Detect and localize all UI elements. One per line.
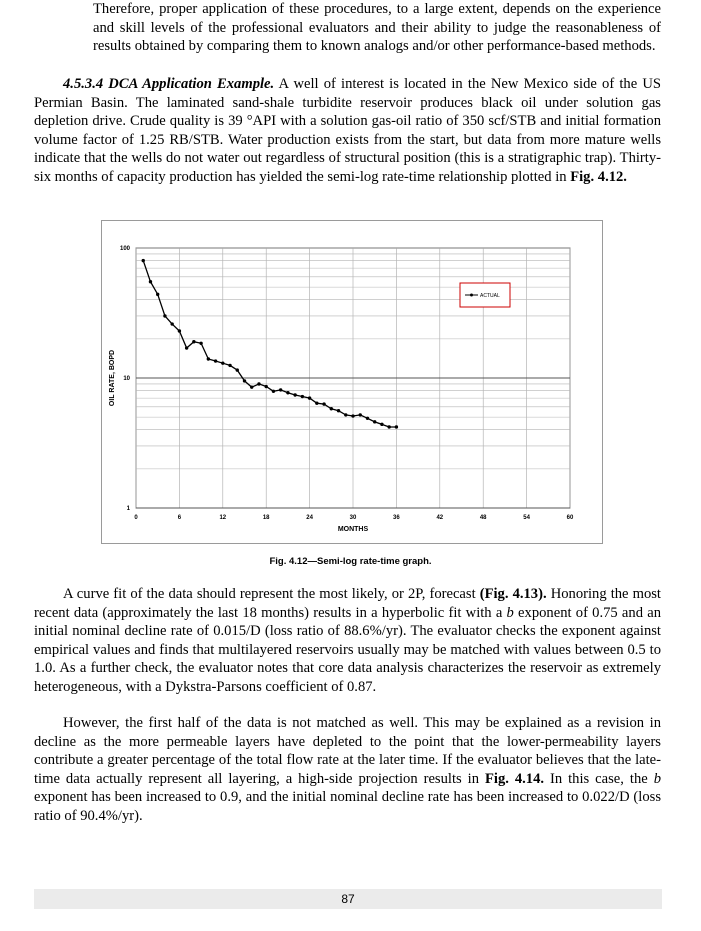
paragraph-text: Honoring the most recent data (approxima… [34, 586, 661, 621]
data-point [228, 363, 232, 368]
paragraph-high-side: However, the first half of the data is n… [34, 714, 661, 825]
paragraph-dca-example: 4.5.3.4 DCA Application Example. A well … [34, 75, 661, 186]
data-point [387, 425, 391, 429]
data-point [351, 414, 355, 418]
x-tick-label: 0 [134, 515, 138, 521]
data-point [170, 322, 174, 326]
data-point [300, 394, 305, 399]
x-tick-label: 54 [523, 515, 530, 521]
section-heading: 4.5.3.4 DCA Application Example. [63, 76, 275, 92]
data-point [264, 384, 268, 389]
data-point [286, 391, 290, 395]
paragraph-curve-fit: A curve fit of the data should represent… [34, 585, 661, 696]
data-point [235, 368, 239, 372]
data-point [148, 280, 153, 284]
data-point [257, 382, 261, 386]
x-tick-label: 12 [219, 515, 226, 521]
figure-chart: 0 6 12 18 24 30 36 42 48 54 60 1 10 100 MONTHS OIL RATE… [101, 220, 603, 544]
chart-series [141, 258, 399, 429]
data-point [336, 409, 341, 413]
data-point [344, 413, 348, 417]
paragraph-text: A well of interest is located in the New… [34, 76, 661, 185]
x-tick-label: 60 [567, 515, 574, 521]
page-footer: 87 [34, 889, 662, 909]
y-tick-label: 1 [127, 506, 131, 512]
legend-marker [470, 293, 473, 297]
data-point [213, 359, 218, 363]
figure-reference: (Fig. 4.13). [479, 586, 547, 602]
paragraph-text: A curve fit of the data should represent… [63, 586, 480, 602]
x-tick-label: 36 [393, 515, 400, 521]
rate-time-chart: 0 6 12 18 24 30 36 42 48 54 60 1 10 100 MONTHS OIL RATE… [109, 246, 574, 533]
data-point [315, 401, 319, 405]
x-tick-label: 6 [178, 515, 182, 521]
x-axis-label: MONTHS [338, 526, 369, 533]
data-point [141, 258, 145, 263]
data-point [250, 385, 254, 389]
y-axis-label: OIL RATE, BOPD [109, 350, 116, 406]
figure-caption: Fig. 4.12—Semi-log rate-time graph. [269, 556, 432, 567]
data-point [380, 422, 384, 427]
y-tick-label: 100 [120, 246, 131, 252]
paragraph-text: However, the first half of the data is n… [34, 715, 661, 787]
data-point [242, 379, 247, 383]
data-point [163, 314, 167, 318]
data-point [156, 292, 160, 297]
x-tick-label: 48 [480, 515, 487, 521]
data-point [271, 389, 276, 394]
paragraph-text: In this case, the [544, 770, 654, 787]
data-point [184, 346, 189, 350]
data-point [307, 396, 312, 400]
b-variable: b [506, 604, 514, 621]
data-point [206, 357, 211, 361]
figure-reference: Fig. 4.14. [484, 770, 545, 787]
chart-axes: 0 6 12 18 24 30 36 42 48 54 60 1 10 100 MONTHS OIL RATE… [109, 246, 574, 533]
paragraph-continuation: Therefore, proper application of these p… [93, 1, 661, 54]
data-point [177, 329, 182, 333]
data-point [365, 416, 370, 420]
x-tick-label: 18 [263, 515, 270, 521]
paragraph-text: exponent of 0.75 and an initial nominal … [34, 604, 661, 695]
data-point [322, 402, 326, 406]
page-number: 87 [341, 892, 355, 906]
data-point [192, 340, 196, 344]
data-point [358, 413, 362, 417]
b-variable: b [653, 770, 661, 787]
x-tick-label: 42 [436, 515, 443, 521]
chart-legend: ACTUAL [459, 282, 511, 308]
x-tick-label: 24 [306, 515, 313, 521]
y-tick-label: 10 [123, 376, 130, 382]
paragraph-text: exponent has been increased to 0.9, and … [34, 789, 661, 824]
figure-reference: Fig. 4.12. [570, 168, 627, 185]
data-point [278, 388, 283, 392]
data-point [373, 420, 377, 424]
x-tick-label: 30 [350, 515, 357, 521]
data-point [293, 393, 297, 397]
data-point [221, 361, 225, 365]
legend-label: ACTUAL [480, 293, 500, 299]
data-point [394, 425, 399, 429]
data-point [329, 407, 333, 411]
data-point [199, 341, 203, 345]
